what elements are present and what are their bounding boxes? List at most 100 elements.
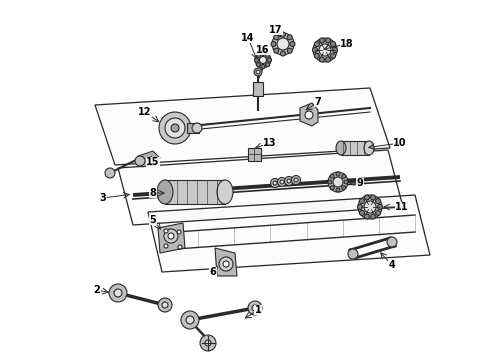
Polygon shape (158, 223, 185, 253)
Circle shape (168, 233, 174, 239)
Text: 15: 15 (146, 157, 160, 167)
Circle shape (325, 38, 331, 43)
Circle shape (287, 48, 292, 53)
Circle shape (315, 53, 319, 58)
Circle shape (192, 123, 202, 133)
Circle shape (370, 214, 376, 219)
Circle shape (287, 179, 291, 183)
Circle shape (319, 38, 324, 43)
Circle shape (305, 111, 313, 119)
Circle shape (274, 35, 279, 40)
Circle shape (333, 177, 343, 187)
Circle shape (252, 305, 258, 311)
Circle shape (377, 204, 383, 210)
Circle shape (158, 298, 172, 312)
Text: 3: 3 (99, 193, 106, 203)
Circle shape (370, 195, 376, 200)
Circle shape (336, 172, 340, 176)
Circle shape (330, 186, 334, 190)
Circle shape (223, 261, 229, 267)
Circle shape (331, 53, 336, 58)
Circle shape (178, 245, 182, 249)
Text: 8: 8 (149, 188, 156, 198)
Circle shape (315, 42, 319, 47)
Circle shape (328, 172, 348, 192)
Circle shape (273, 181, 277, 185)
Circle shape (248, 301, 262, 315)
Circle shape (376, 210, 381, 215)
Circle shape (256, 70, 260, 74)
Bar (253, 82, 263, 96)
Bar (165, 180, 225, 204)
Circle shape (261, 64, 265, 68)
Circle shape (358, 204, 363, 210)
Text: 18: 18 (340, 39, 354, 49)
Ellipse shape (217, 180, 233, 204)
Circle shape (270, 179, 279, 188)
Polygon shape (215, 248, 237, 276)
Polygon shape (148, 195, 430, 272)
Text: 6: 6 (210, 267, 217, 277)
Circle shape (200, 335, 216, 351)
Circle shape (256, 63, 260, 67)
Polygon shape (138, 151, 160, 167)
Circle shape (277, 177, 287, 186)
Bar (187, 123, 199, 133)
Polygon shape (300, 103, 318, 126)
Ellipse shape (364, 141, 374, 155)
Text: 11: 11 (395, 202, 409, 212)
Text: 17: 17 (269, 25, 283, 35)
Circle shape (266, 53, 270, 57)
Circle shape (162, 302, 168, 308)
Text: 13: 13 (263, 138, 277, 148)
Circle shape (159, 112, 191, 144)
Bar (248, 148, 261, 161)
Text: 1: 1 (255, 305, 261, 315)
Circle shape (171, 124, 179, 132)
Circle shape (164, 229, 178, 243)
Circle shape (165, 118, 185, 138)
Circle shape (313, 48, 318, 53)
Circle shape (364, 201, 376, 213)
Ellipse shape (336, 141, 346, 155)
Circle shape (274, 48, 279, 53)
Circle shape (358, 195, 382, 219)
Text: 16: 16 (256, 45, 270, 55)
Circle shape (256, 53, 260, 57)
Circle shape (319, 57, 324, 62)
Text: 2: 2 (94, 285, 100, 295)
Circle shape (365, 214, 369, 219)
Circle shape (313, 38, 337, 62)
Polygon shape (118, 150, 403, 225)
Circle shape (268, 58, 271, 62)
Circle shape (164, 244, 168, 248)
Circle shape (344, 180, 348, 184)
Circle shape (342, 186, 345, 190)
Circle shape (359, 210, 365, 215)
Circle shape (280, 180, 284, 184)
Circle shape (105, 168, 115, 178)
Circle shape (254, 58, 259, 62)
Polygon shape (95, 88, 390, 165)
Circle shape (359, 199, 365, 204)
Circle shape (109, 284, 127, 302)
Circle shape (266, 63, 270, 67)
Bar (341, 141, 369, 155)
Text: 7: 7 (315, 97, 321, 107)
Text: 12: 12 (138, 107, 152, 117)
Circle shape (290, 41, 295, 46)
Circle shape (365, 195, 369, 200)
Circle shape (285, 176, 294, 185)
Circle shape (387, 237, 397, 247)
Circle shape (333, 48, 338, 53)
Circle shape (219, 257, 233, 271)
Circle shape (328, 180, 332, 184)
Circle shape (177, 230, 181, 234)
Circle shape (280, 32, 286, 37)
Text: 4: 4 (389, 260, 395, 270)
Text: 10: 10 (393, 138, 407, 148)
Circle shape (287, 35, 292, 40)
Circle shape (292, 176, 300, 185)
Text: 14: 14 (241, 33, 255, 43)
Circle shape (294, 178, 298, 182)
